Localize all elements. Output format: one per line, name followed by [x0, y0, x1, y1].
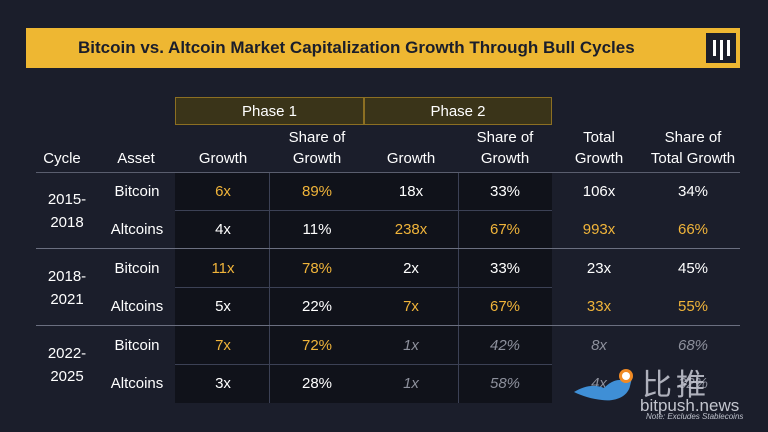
header-p1-share-line2: Growth — [292, 150, 342, 167]
cycle-line2: 2021 — [50, 291, 84, 308]
asset-label: Bitcoin — [114, 337, 160, 354]
table-top-divider — [36, 172, 740, 173]
header-cycle: Cycle — [43, 150, 81, 167]
table-cell: 8x — [591, 337, 607, 354]
phase-1-panel — [175, 172, 364, 403]
table-cell: 5x — [215, 298, 231, 315]
header-total-share-line1: Share of — [664, 129, 722, 146]
phase-2-header: Phase 2 — [364, 97, 552, 125]
table-cell: 33% — [489, 260, 521, 277]
cycle-line1: 2022- — [47, 345, 87, 362]
header-total-share-line2: Total Growth — [650, 150, 736, 167]
header-p1-growth: Growth — [198, 150, 248, 167]
table-cell: 7x — [215, 337, 231, 354]
header-p2-growth: Growth — [386, 150, 436, 167]
header-p1-share-line1: Share of — [288, 129, 346, 146]
table-cell: 66% — [677, 221, 709, 238]
watermark: 比推 bitpush.news — [570, 360, 760, 432]
table-cell: 106x — [582, 183, 616, 200]
footnote: Note: Excludes Stablecoins — [646, 412, 744, 421]
table-cell: 11% — [302, 221, 332, 238]
table-cell: 7x — [403, 298, 419, 315]
header-total-growth-line1: Total — [583, 129, 615, 146]
cycle-label: 2018- 2021 — [36, 265, 98, 311]
phase-2-panel — [364, 172, 552, 403]
asset-label: Altcoins — [110, 221, 164, 238]
cycle-label: 2015- 2018 — [36, 188, 98, 234]
asset-label: Altcoins — [110, 375, 164, 392]
header-p2-share-line1: Share of — [476, 129, 534, 146]
table-cell: 72% — [301, 337, 333, 354]
table-cell: 33x — [586, 298, 612, 315]
cycle-line2: 2025 — [50, 368, 84, 385]
title-banner: Bitcoin vs. Altcoin Market Capitalizatio… — [26, 28, 740, 68]
group-divider-1 — [36, 248, 740, 249]
header-asset: Asset — [117, 150, 155, 167]
bird-icon — [574, 369, 633, 401]
table-cell: 3x — [215, 375, 231, 392]
watermark-cn: 比推 — [642, 369, 710, 402]
table-cell: 89% — [301, 183, 333, 200]
table-cell: 22% — [301, 298, 333, 315]
table-cell: 67% — [489, 221, 521, 238]
asset-label: Altcoins — [110, 298, 164, 315]
header-p2-share: Share of Growth — [458, 127, 552, 169]
table-cell: 1x — [403, 375, 419, 392]
pantera-logo-icon — [706, 33, 736, 63]
table-cell: 67% — [489, 298, 521, 315]
header-total-growth: Total Growth — [552, 127, 646, 169]
cycle-line1: 2018- — [47, 268, 87, 285]
table-cell: 238x — [394, 221, 428, 238]
group-divider-2 — [36, 325, 740, 326]
table-cell: 11x — [211, 260, 235, 277]
table-cell: 78% — [301, 260, 333, 277]
table-cell: 2x — [403, 260, 419, 277]
asset-label: Bitcoin — [114, 183, 160, 200]
table-cell: 993x — [582, 221, 616, 238]
table-cell: 23x — [586, 260, 612, 277]
table-cell: 68% — [677, 337, 709, 354]
table-cell: 58% — [489, 375, 521, 392]
phase-1-header: Phase 1 — [175, 97, 364, 125]
table-cell: 6x — [215, 183, 231, 200]
table-cell: 4x — [215, 221, 231, 238]
table-cell: 28% — [301, 375, 333, 392]
header-total-growth-line2: Growth — [574, 150, 624, 167]
table-cell: 32% — [677, 375, 709, 392]
asset-label: Bitcoin — [114, 260, 160, 277]
cycle-label: 2022- 2025 — [36, 342, 98, 388]
header-p2-share-line2: Growth — [480, 150, 530, 167]
table-cell: 34% — [677, 183, 709, 200]
table-cell: 18x — [398, 183, 424, 200]
watermark-url: bitpush.news — [640, 396, 740, 415]
table-cell: 42% — [489, 337, 521, 354]
table-cell: 55% — [677, 298, 709, 315]
header-p1-share: Share of Growth — [270, 127, 364, 169]
page-title: Bitcoin vs. Altcoin Market Capitalizatio… — [78, 38, 635, 57]
header-total-share: Share of Total Growth — [646, 127, 740, 169]
cycle-line1: 2015- — [47, 191, 87, 208]
table-cell: 45% — [677, 260, 709, 277]
table-cell: 1x — [403, 337, 419, 354]
table-cell: 33% — [489, 183, 521, 200]
cycle-line2: 2018 — [50, 214, 84, 231]
